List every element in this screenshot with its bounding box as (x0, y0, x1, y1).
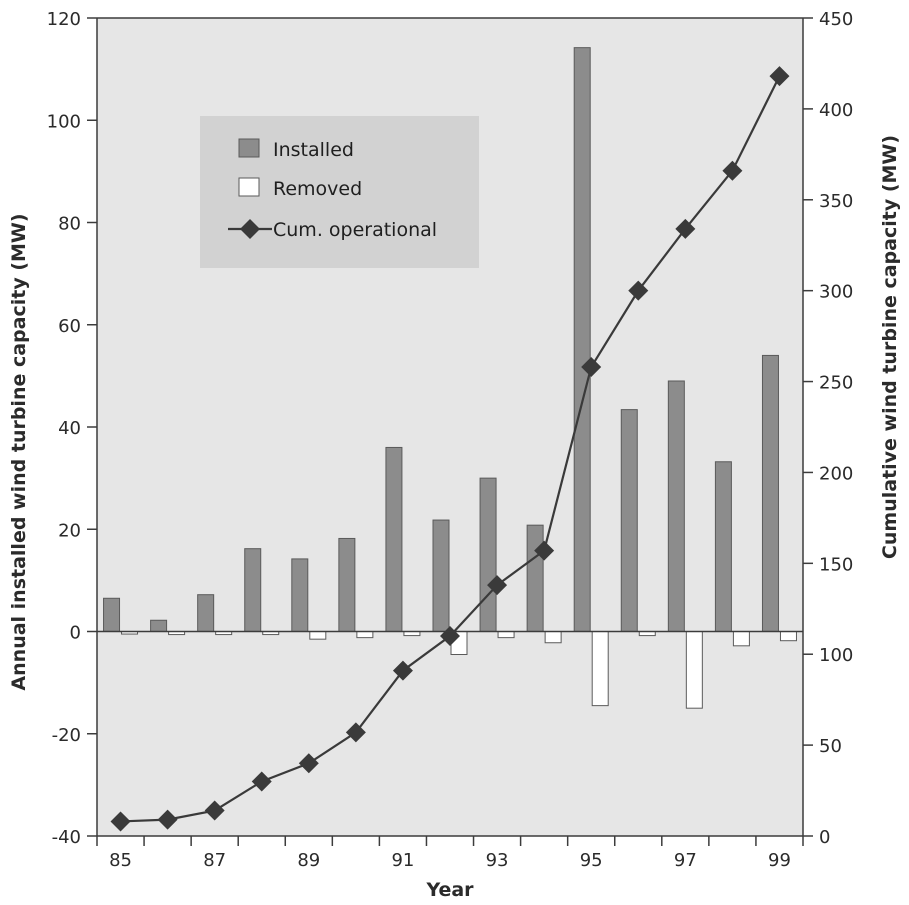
installed-bar-96 (620, 409, 638, 632)
removed-bar-99 (779, 631, 797, 642)
removed-bar-90 (356, 631, 374, 639)
x-tick-label: 93 (486, 850, 509, 871)
cumulative-marker-90 (345, 722, 366, 743)
x-tick-label: 95 (580, 850, 603, 871)
installed-bar-98 (714, 461, 732, 633)
x-tick-label: 99 (768, 850, 791, 871)
cumulative-marker-93 (487, 575, 508, 596)
axes-layer: -40 -20 0 20 40 60 80 100 120 0 50 100 150 200 250 300 3… (47, 9, 854, 871)
installed-bar-91 (385, 446, 403, 633)
cumulative-marker-97 (675, 218, 696, 239)
removed-bar-93 (497, 631, 515, 639)
cumulative-marker-85 (110, 811, 131, 832)
cumulative-line-layer (110, 66, 790, 832)
legend-diamond-marker (240, 219, 260, 239)
y-tick-label-left: -40 (52, 827, 81, 848)
y-tick-label-right: 350 (819, 191, 853, 212)
x-tick-label: 89 (297, 850, 320, 871)
legend-swatch-installed (238, 138, 260, 158)
legend-label-cum-operational: Cum. operational (273, 219, 437, 241)
bars-layer (103, 47, 797, 709)
y-tick-label-left: 60 (58, 316, 81, 337)
y-tick-label-left: 20 (58, 520, 81, 541)
legend: Installed Removed Cum. operational (200, 116, 479, 268)
cumulative-marker-95 (581, 357, 602, 378)
x-tick-label: 91 (391, 850, 414, 871)
installed-bar-97 (667, 380, 685, 632)
cumulative-marker-96 (628, 280, 649, 301)
y-axis-title-left: Annual installed wind turbine capacity (… (8, 213, 30, 690)
y-tick-label-right: 450 (819, 9, 853, 30)
installed-bar-95 (573, 47, 591, 632)
removed-bar-97 (685, 631, 703, 709)
x-axis-title: Year (425, 879, 474, 901)
y-tick-label-left: 40 (58, 418, 81, 439)
cumulative-marker-99 (769, 66, 790, 87)
y-tick-label-left: 120 (47, 9, 81, 30)
y-tick-label-right: 0 (819, 827, 830, 848)
cumulative-marker-86 (157, 809, 178, 830)
y-tick-label-right: 50 (819, 736, 842, 757)
y-tick-label-right: 250 (819, 373, 853, 394)
removed-bar-95 (591, 631, 609, 707)
y-tick-label-right: 200 (819, 463, 853, 484)
installed-bar-99 (761, 354, 779, 632)
installed-bar-90 (338, 537, 356, 633)
legend-label-installed: Installed (273, 139, 354, 161)
y-axis-title-right: Cumulative wind turbine capacity (MW) (879, 135, 901, 559)
installed-bar-88 (244, 548, 262, 632)
installed-bar-94 (526, 524, 544, 632)
y-tick-label-right: 400 (819, 100, 853, 121)
y-tick-label-right: 150 (819, 554, 853, 575)
installed-bar-89 (291, 558, 309, 633)
legend-swatch-removed (238, 177, 260, 197)
y-tick-label-left: 0 (70, 623, 81, 644)
removed-bar-98 (732, 631, 750, 647)
x-tick-label: 87 (203, 850, 226, 871)
installed-bar-87 (197, 594, 215, 633)
y-tick-label-right: 100 (819, 645, 853, 666)
installed-bar-86 (150, 619, 168, 633)
cumulative-marker-98 (722, 160, 743, 181)
x-tick-label: 97 (674, 850, 697, 871)
installed-bar-85 (103, 597, 121, 632)
y-tick-label-right: 300 (819, 282, 853, 303)
x-tick-label: 85 (109, 850, 132, 871)
cumulative-marker-87 (204, 800, 225, 821)
removed-bar-94 (544, 631, 562, 644)
installed-bar-93 (479, 477, 497, 632)
cumulative-marker-94 (534, 540, 555, 561)
installed-bar-92 (432, 519, 450, 632)
cumulative-marker-88 (251, 771, 272, 792)
y-tick-label-left: 100 (47, 111, 81, 132)
cumulative-marker-91 (392, 660, 413, 681)
legend-label-removed: Removed (273, 178, 362, 200)
cumulative-marker-89 (298, 753, 319, 774)
y-tick-label-left: 80 (58, 214, 81, 235)
removed-bar-89 (309, 631, 327, 640)
y-tick-label-left: -20 (52, 725, 81, 746)
